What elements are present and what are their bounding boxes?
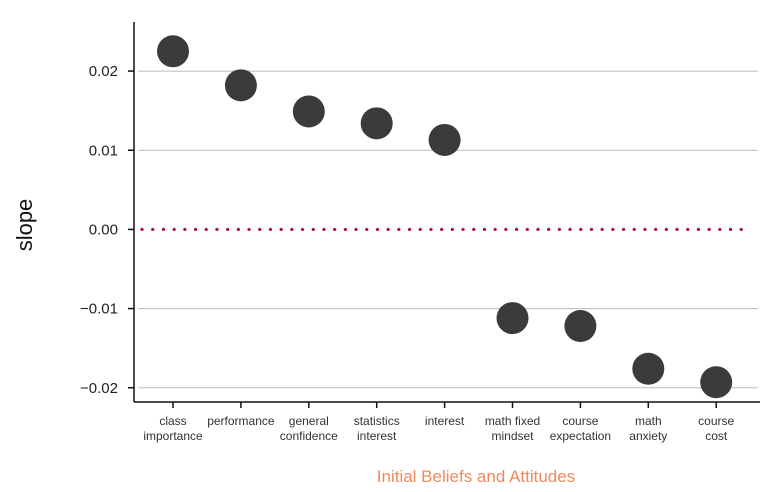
data-points xyxy=(157,35,733,399)
x-category-label: interest xyxy=(425,414,465,428)
data-point xyxy=(496,302,529,335)
axes xyxy=(128,22,760,408)
x-category-label: class importance xyxy=(143,414,203,443)
data-point xyxy=(224,69,257,102)
y-tick-label: −0.02 xyxy=(80,380,118,397)
y-axis-title: slope xyxy=(12,199,37,252)
y-tick-label: −0.01 xyxy=(80,301,118,318)
data-point xyxy=(564,310,597,342)
data-point xyxy=(292,95,325,128)
data-point xyxy=(428,123,461,156)
x-category-label: general confidence xyxy=(280,414,338,443)
y-tick-label: 0.01 xyxy=(89,142,118,159)
data-point xyxy=(157,35,189,68)
data-point xyxy=(700,366,733,399)
x-category-label: course cost xyxy=(698,414,734,443)
y-tick-label: 0.02 xyxy=(89,63,118,80)
x-category-label: performance xyxy=(207,414,275,428)
x-axis-title: Initial Beliefs and Attitudes xyxy=(377,467,575,486)
data-point xyxy=(632,352,665,385)
x-category-labels: class importance performance general confide… xyxy=(143,414,734,443)
x-category-label: math fixed mindset xyxy=(485,414,540,443)
grid-lines xyxy=(138,70,758,389)
y-tick-label: 0.00 xyxy=(89,221,118,238)
x-category-label: math anxiety xyxy=(629,414,667,443)
x-category-label: statistics interest xyxy=(354,414,400,443)
data-point xyxy=(360,107,393,140)
x-category-label: course expectation xyxy=(550,414,611,443)
y-tick-labels: 0.02 0.01 0.00 −0.01 −0.02 xyxy=(80,63,118,397)
